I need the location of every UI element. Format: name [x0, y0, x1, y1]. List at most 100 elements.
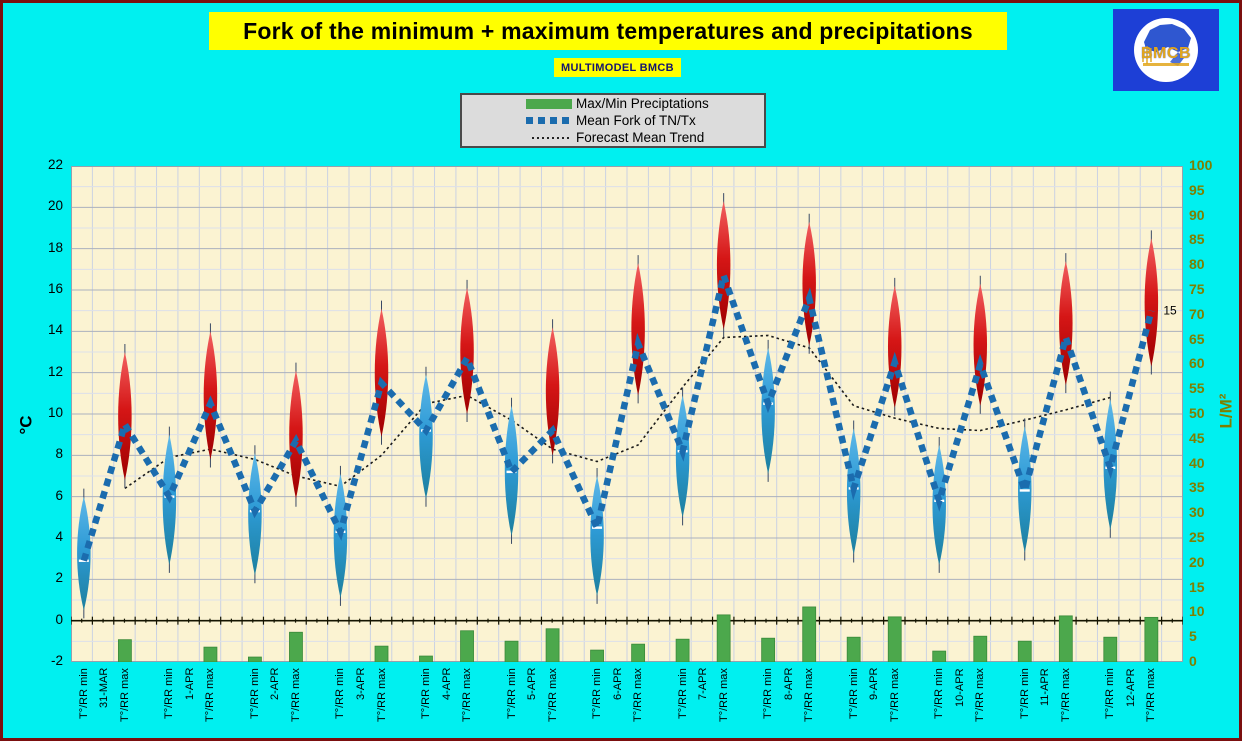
left-axis-tick-8: 8 — [55, 446, 63, 462]
x-label-min-3-APR: T°/RR min — [334, 668, 347, 719]
trend-swatch — [462, 136, 572, 139]
x-label-date-31-MAR: 31-MAR — [98, 668, 111, 709]
x-label-max-5-APR: T°/RR max — [546, 668, 559, 722]
logo-subtext-line — [1143, 63, 1189, 66]
max-fork-8-APR — [802, 213, 816, 354]
left-axis-tick-14: 14 — [47, 322, 63, 338]
left-axis-tick-10: 10 — [47, 405, 63, 420]
x-label-date-8-APR: 8-APR — [782, 668, 795, 701]
right-axis-tick-20: 20 — [1189, 553, 1205, 570]
precipitation-bars — [117, 606, 1159, 662]
max-fork-3-APR — [374, 300, 389, 445]
max-fork-5-APR — [545, 319, 560, 464]
x-label-min-10-APR: T°/RR min — [933, 668, 946, 719]
x-label-max-6-APR: T°/RR max — [632, 668, 645, 722]
x-label-min-11-APR: T°/RR min — [1018, 668, 1031, 719]
x-label-max-10-APR: T°/RR max — [974, 668, 987, 722]
x-label-max-1-APR: T°/RR max — [204, 668, 217, 722]
max-fork-7-APR — [716, 193, 731, 338]
right-axis-tick-50: 50 — [1189, 405, 1205, 421]
mean-fork-swatch — [462, 117, 572, 124]
precip-bar — [460, 630, 474, 662]
x-label-min-6-APR: T°/RR min — [591, 668, 604, 719]
left-axis-tick-16: 16 — [47, 281, 63, 296]
left-axis-tick-22: 22 — [47, 157, 63, 172]
bmcb-logo: BMCB — [1113, 9, 1219, 91]
left-axis-tick-20: 20 — [47, 198, 63, 214]
right-axis-title: L/M² — [1216, 393, 1236, 429]
logo-circle: BMCB — [1134, 18, 1198, 82]
x-label-max-11-APR: T°/RR max — [1059, 668, 1072, 722]
x-label-date-6-APR: 6-APR — [611, 668, 624, 701]
legend: Max/Min Preciptations Mean Fork of TN/Tx… — [460, 93, 766, 148]
right-axis-tick-55: 55 — [1189, 380, 1205, 397]
x-label-max-9-APR: T°/RR max — [888, 668, 901, 722]
precip-bar — [289, 631, 303, 662]
zero-axis — [71, 616, 1183, 625]
page-subtitle: MULTIMODEL BMCB — [554, 58, 681, 77]
right-axis-tick-70: 70 — [1189, 305, 1205, 322]
logo-text: BMCB — [1141, 45, 1191, 62]
right-axis-tick-30: 30 — [1189, 504, 1205, 521]
precip-bar — [1144, 616, 1159, 662]
x-label-max-12-APR: T°/RR max — [1145, 668, 1158, 722]
right-axis-tick-90: 90 — [1189, 206, 1205, 223]
right-axis-tick-35: 35 — [1189, 479, 1205, 496]
x-label-min-1-APR: T°/RR min — [163, 668, 176, 719]
precip-bar — [248, 656, 262, 662]
logo-map-icon — [1142, 24, 1191, 66]
x-label-date-1-APR: 1-APR — [183, 668, 196, 701]
page-title: Fork of the minimum + maximum temperatur… — [209, 12, 1007, 50]
precip-bar — [545, 628, 560, 662]
precip-bar — [761, 637, 776, 662]
right-axis-tick-60: 60 — [1189, 355, 1205, 372]
right-axis-tick-75: 75 — [1189, 281, 1205, 297]
left-axis-tick-4: 4 — [55, 529, 63, 544]
precip-bar — [887, 616, 902, 662]
x-label-date-7-APR: 7-APR — [697, 668, 710, 701]
x-label-date-11-APR: 11-APR — [1039, 668, 1052, 706]
precip-bar — [590, 649, 604, 662]
x-label-date-5-APR: 5-APR — [526, 668, 539, 701]
x-label-date-3-APR: 3-APR — [354, 668, 367, 701]
precip-bar — [117, 639, 132, 662]
right-axis-tick-0: 0 — [1189, 653, 1197, 669]
max-fork-4-APR — [460, 279, 474, 422]
x-label-max-31-MAR: T°/RR max — [118, 668, 131, 722]
precip-bar-swatch — [462, 98, 572, 109]
precip-bar — [203, 646, 218, 662]
x-label-max-7-APR: T°/RR max — [717, 668, 730, 722]
right-axis-tick-25: 25 — [1189, 529, 1205, 545]
precip-bar — [716, 614, 731, 662]
precip-bar — [675, 638, 690, 662]
chart-canvas: 15 — [71, 166, 1183, 662]
balloon-icon — [1142, 46, 1152, 64]
legend-item-mean-fork: Mean Fork of TN/Tx — [462, 112, 764, 129]
max-fork-6-APR — [631, 255, 645, 404]
right-axis-tick-85: 85 — [1189, 231, 1205, 248]
max-fork-11-APR — [1059, 253, 1073, 394]
x-label-min-2-APR: T°/RR min — [248, 668, 261, 719]
max-fork-1-APR — [203, 323, 218, 468]
precip-bar — [973, 635, 988, 662]
x-label-min-12-APR: T°/RR min — [1104, 668, 1117, 719]
min-fork-11-APR — [1018, 418, 1032, 561]
legend-item-precipitations: Max/Min Preciptations — [462, 95, 764, 112]
right-axis-tick-15: 15 — [1189, 578, 1205, 595]
precip-bar — [419, 655, 433, 662]
precip-bar — [1017, 640, 1032, 662]
right-axis-tick-10: 10 — [1189, 603, 1205, 620]
right-axis-tick-40: 40 — [1189, 454, 1205, 471]
right-axis-tick-80: 80 — [1189, 256, 1205, 273]
min-fork-4-APR — [419, 366, 433, 507]
x-label-min-31-MAR: T°/RR min — [77, 668, 90, 719]
x-label-date-9-APR: 9-APR — [868, 668, 881, 701]
x-label-date-4-APR: 4-APR — [440, 668, 453, 701]
x-label-date-12-APR: 12-APR — [1124, 668, 1137, 707]
precip-bar — [631, 643, 646, 662]
right-axis-tick-5: 5 — [1189, 628, 1197, 645]
right-axis-tick-45: 45 — [1189, 429, 1205, 446]
mean-fork-line — [80, 263, 1155, 562]
precip-bar — [846, 636, 861, 662]
